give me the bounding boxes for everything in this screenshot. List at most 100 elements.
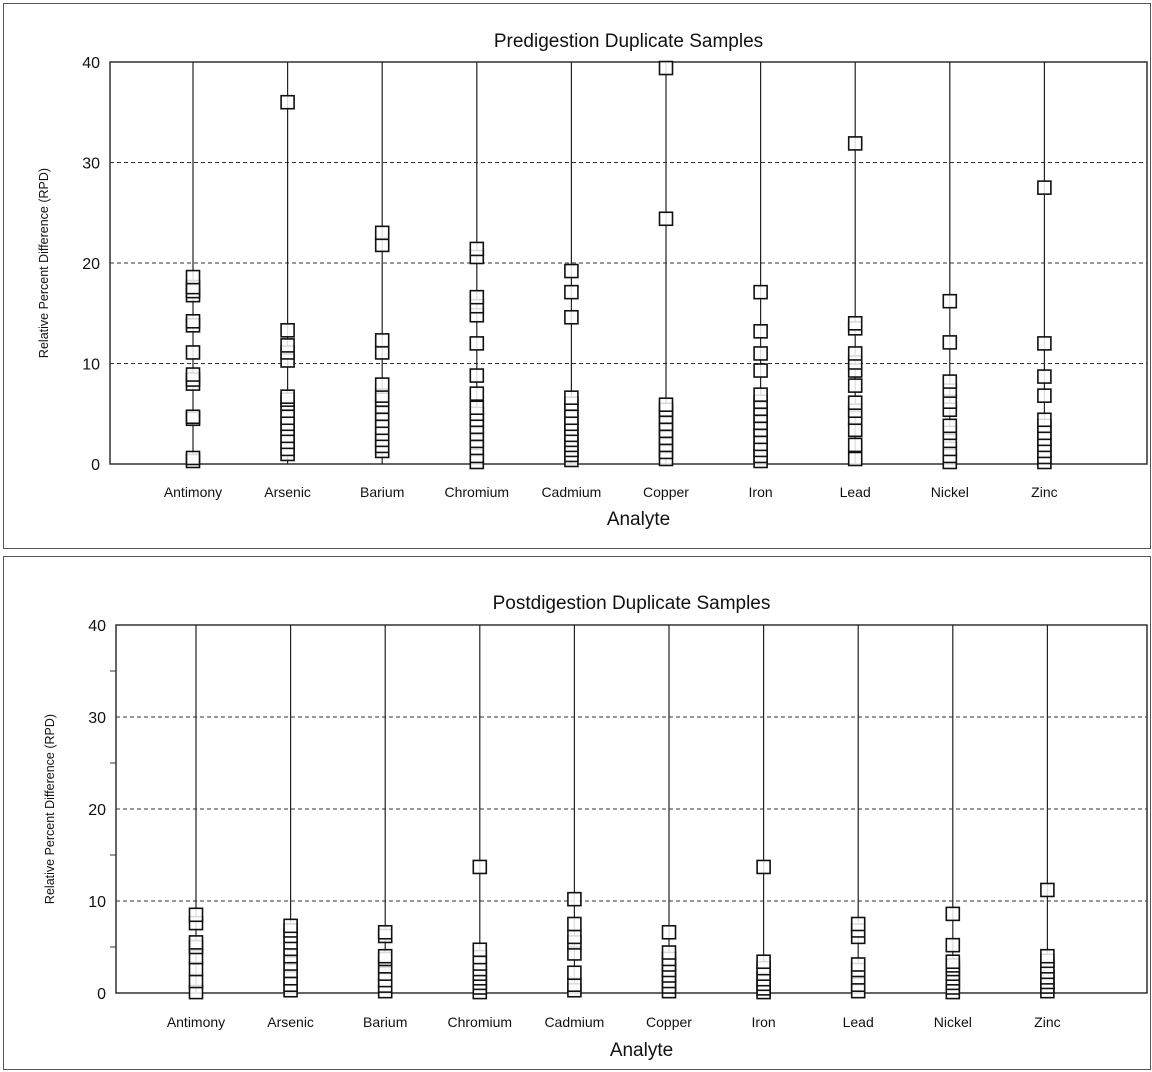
post-data-point	[661, 924, 677, 940]
pre-data-point	[942, 335, 958, 350]
pre-data-point	[185, 450, 201, 466]
pre-x-tick-label: Antimony	[164, 484, 222, 500]
post-y-tick-label: 30	[88, 710, 106, 727]
predigestion-chart: Predigestion Duplicate Samples 0 10 20 30 40 R…	[37, 31, 1148, 530]
pre-data-point	[847, 437, 863, 453]
pre-x-tick-label: Lead	[840, 484, 871, 500]
post-x-tick-label: Barium	[363, 1014, 407, 1030]
pre-data-point	[469, 289, 485, 305]
pre-data-point	[1037, 336, 1052, 351]
post-data-point	[472, 859, 488, 875]
pre-data-point	[847, 378, 863, 393]
pre-data-point	[658, 397, 674, 413]
pre-data-point	[280, 389, 295, 404]
pre-data-point	[942, 374, 958, 389]
post-data-point	[567, 965, 582, 981]
pre-data-point	[753, 363, 768, 378]
pre-data-point	[847, 315, 863, 331]
post-y-tick-label: 0	[97, 986, 106, 1003]
pre-y-axis-label: Relative Percent Difference (RPD)	[37, 168, 51, 358]
postdigestion-chart-panel: Postdigestion Duplicate Samples 0 10 20 30 40…	[3, 556, 1151, 1070]
pre-y-tick-label: 20	[82, 256, 100, 273]
post-x-tick-label: Copper	[646, 1014, 692, 1030]
post-data-point	[756, 859, 771, 875]
pre-data-point	[185, 313, 201, 329]
post-data-point	[661, 945, 677, 960]
pre-data-point	[1037, 180, 1052, 195]
pre-data-point	[1037, 412, 1052, 428]
pre-x-tick-label: Iron	[749, 484, 773, 500]
post-y-axis-label: Relative Percent Difference (RPD)	[43, 714, 57, 904]
pre-data-point	[1037, 388, 1052, 403]
pre-chart-title: Predigestion Duplicate Samples	[494, 31, 763, 52]
pre-data-point	[374, 377, 390, 392]
pre-data-point	[847, 395, 863, 410]
post-data-point	[567, 929, 582, 945]
pre-data-point	[847, 346, 863, 361]
pre-data-point	[753, 284, 768, 300]
post-data-point	[188, 961, 204, 977]
pre-data-point	[658, 60, 674, 76]
pre-data-point	[942, 293, 958, 309]
post-data-point	[188, 973, 204, 989]
pre-data-point	[847, 136, 863, 151]
pre-x-tick-label: Copper	[643, 484, 689, 500]
post-y-tick-label: 20	[88, 802, 106, 819]
post-x-tick-label: Nickel	[934, 1014, 972, 1030]
post-data-point	[850, 957, 866, 972]
postdigestion-chart: Postdigestion Duplicate Samples 0 10 20 30 40…	[43, 593, 1148, 1061]
post-x-tick-label: Antimony	[167, 1014, 225, 1030]
predigestion-chart-panel: Predigestion Duplicate Samples 0 10 20 30 40 R…	[3, 3, 1151, 549]
post-y-tick-label: 40	[88, 618, 106, 635]
pre-x-tick-label: Barium	[360, 484, 404, 500]
pre-y-tick-label: 30	[82, 156, 100, 173]
pre-data-point	[185, 345, 201, 360]
pre-data-point	[847, 451, 863, 467]
post-data-point	[377, 924, 393, 940]
pre-data-point	[280, 323, 295, 338]
pre-data-point	[280, 94, 295, 110]
pre-data-point	[564, 390, 579, 405]
pre-data-point	[374, 333, 390, 348]
post-x-tick-label: Iron	[752, 1014, 776, 1030]
pre-x-tick-label: Chromium	[445, 484, 510, 500]
pre-data-point	[564, 309, 579, 325]
pre-data-point	[942, 418, 958, 434]
pre-data-point	[753, 346, 768, 361]
pre-data-point	[185, 269, 201, 285]
pre-data-point	[374, 345, 390, 360]
post-x-tick-label: Chromium	[448, 1014, 513, 1030]
post-data-point	[1040, 882, 1055, 898]
pre-data-point	[374, 225, 390, 241]
post-x-tick-label: Lead	[843, 1014, 874, 1030]
pre-data-point	[374, 237, 390, 253]
post-data-point	[377, 948, 393, 964]
post-data-point	[283, 918, 298, 934]
post-data-point	[188, 935, 204, 950]
pre-data-point	[469, 400, 485, 416]
pre-data-point	[469, 336, 485, 351]
pre-data-point	[564, 284, 579, 300]
pre-data-point	[280, 338, 295, 353]
pre-data-point	[185, 409, 201, 425]
pre-y-tick-label: 10	[82, 357, 100, 374]
pre-data-point	[564, 263, 579, 279]
post-x-tick-label: Arsenic	[267, 1014, 314, 1030]
pre-data-point	[469, 368, 485, 383]
pre-data-point	[1037, 369, 1052, 384]
post-data-point	[472, 942, 488, 958]
pre-data-point	[469, 386, 485, 401]
post-x-tick-label: Zinc	[1034, 1014, 1060, 1030]
pre-data-point	[185, 367, 201, 382]
pre-x-tick-label: Cadmium	[541, 484, 601, 500]
post-data-point	[567, 891, 582, 907]
post-x-tick-label: Cadmium	[544, 1014, 604, 1030]
post-x-axis-label: Analyte	[610, 1040, 673, 1061]
pre-data-point	[469, 241, 485, 257]
post-chart-title: Postdigestion Duplicate Samples	[493, 593, 771, 614]
post-data-point	[945, 937, 961, 953]
post-data-point	[567, 916, 582, 932]
post-data-point	[188, 907, 204, 923]
pre-y-tick-label: 0	[91, 457, 100, 474]
post-data-point	[945, 906, 961, 922]
